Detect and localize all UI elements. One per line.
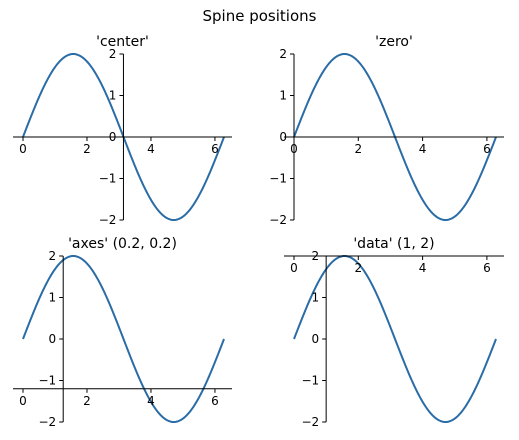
x-tick-label: 2	[354, 261, 362, 275]
x-tick-label: 0	[19, 394, 27, 408]
y-tick-label: −2	[99, 213, 117, 227]
y-tick-label: −2	[269, 213, 287, 227]
figure-suptitle: Spine positions	[203, 7, 317, 25]
y-tick-label: −1	[301, 374, 319, 388]
subplot-title: 'center'	[96, 34, 149, 50]
x-tick-label: 4	[419, 261, 427, 275]
x-tick-label: 6	[211, 142, 219, 156]
x-tick-label: 4	[419, 142, 427, 156]
x-tick-label: 0	[19, 142, 27, 156]
x-tick-label: 2	[83, 142, 91, 156]
subplot-title: 'zero'	[375, 34, 413, 50]
x-tick-label: 6	[483, 142, 491, 156]
y-tick-label: −1	[99, 172, 117, 186]
y-tick-label: 2	[312, 249, 320, 263]
subplot-3: 'axes' (0.2, 0.2) 0 2 4 6 −2 −1 0 1 2	[13, 236, 232, 429]
subplot-1: 'center' 0 2 4 6 −2 −1 0 1 2	[13, 34, 232, 227]
subplot-2: 'zero' 0 2 4 6 −2 −1 0 1 2	[269, 34, 504, 227]
y-tick-label: 0	[49, 332, 57, 346]
subplot-title: 'data' (1, 2)	[353, 236, 434, 252]
y-tick-label: −1	[269, 172, 287, 186]
y-tick-label: 1	[312, 291, 320, 305]
y-tick-label: −1	[38, 374, 56, 388]
y-tick-label: 1	[109, 89, 117, 103]
y-tick-label: 2	[49, 249, 57, 263]
y-tick-label: 2	[279, 47, 287, 61]
subplot-title: 'axes' (0.2, 0.2)	[68, 236, 177, 252]
x-tick-label: 6	[483, 261, 491, 275]
y-tick-label: 0	[279, 130, 287, 144]
series-line	[22, 254, 225, 424]
x-tick-label: 0	[290, 261, 298, 275]
y-tick-label: −2	[301, 415, 319, 429]
x-tick-label: 2	[83, 394, 91, 408]
x-tick-label: 6	[211, 394, 219, 408]
y-tick-label: −2	[38, 415, 56, 429]
x-tick-label: 4	[147, 142, 155, 156]
y-tick-label: 2	[109, 47, 117, 61]
y-tick-label: 0	[312, 332, 320, 346]
x-tick-label: 2	[354, 142, 362, 156]
series-line	[293, 254, 497, 424]
y-tick-label: 0	[109, 130, 117, 144]
x-tick-label: 4	[147, 394, 155, 408]
y-tick-label: 1	[279, 89, 287, 103]
x-tick-label: 0	[290, 142, 298, 156]
y-tick-label: 1	[49, 291, 57, 305]
